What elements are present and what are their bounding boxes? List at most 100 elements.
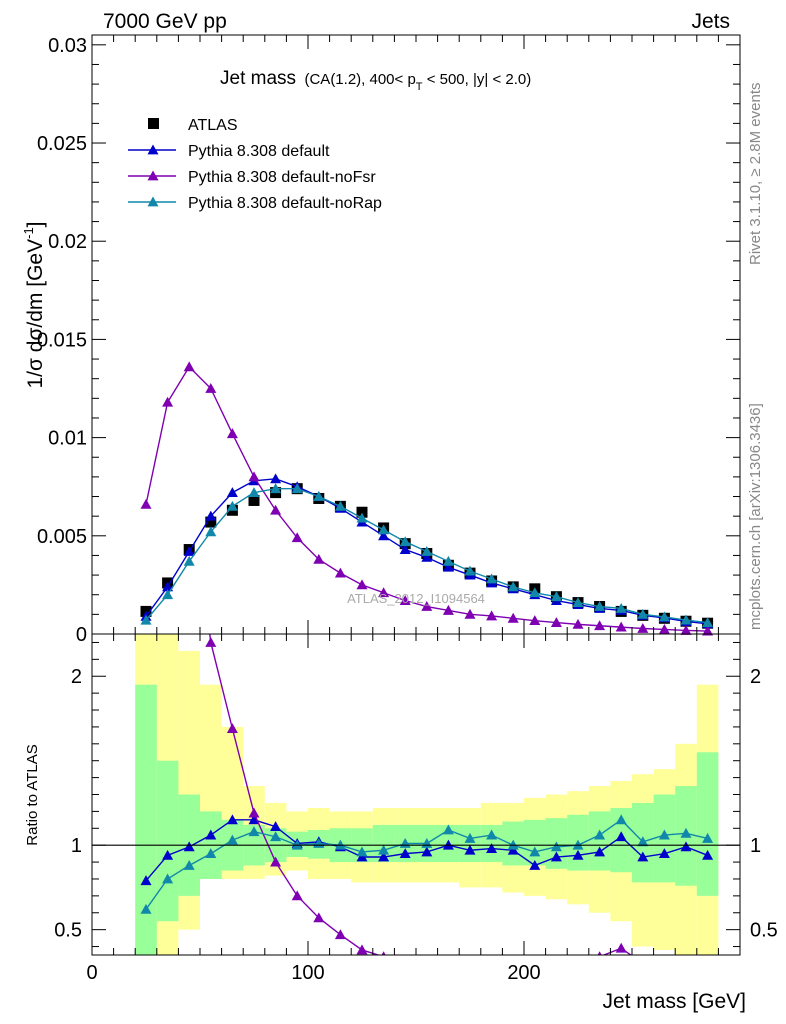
ratio-series-point <box>226 834 238 845</box>
ratio-series-point <box>529 859 541 870</box>
main-series-point <box>464 608 476 619</box>
ylabel-b: ] <box>24 221 47 227</box>
legend-marker <box>147 170 159 181</box>
main-series-point <box>594 620 606 631</box>
main-series-point <box>637 608 649 619</box>
ratio-series-point <box>594 846 606 857</box>
ratio-band-inner <box>459 824 481 863</box>
ratio-series-point <box>356 944 368 955</box>
ratio-series-point <box>550 851 562 862</box>
ratio-series-point <box>378 844 390 855</box>
legend-marker <box>147 144 159 155</box>
main-series-point <box>313 491 325 501</box>
ratio-series-point <box>205 829 217 840</box>
ratio-series-2 <box>140 814 714 914</box>
main-series-point <box>442 561 454 572</box>
main-series-point <box>615 621 627 632</box>
title-sub-sub: T <box>416 81 423 93</box>
ratio-series-point <box>378 851 390 862</box>
main-ytick-label-3: 0.015 <box>37 329 87 351</box>
main-series-point <box>291 532 303 543</box>
ratio-series-point <box>162 873 174 884</box>
main-series-point <box>421 601 433 611</box>
main-series-point <box>205 526 217 537</box>
main-series-point <box>550 591 562 602</box>
legend: ATLAS Pythia 8.308 default Pythia 8.308 de… <box>128 117 382 212</box>
ratio-series-point <box>248 826 260 837</box>
ratio-series-point <box>421 961 432 971</box>
legend-label: ATLAS <box>188 117 238 134</box>
ratio-series-point <box>464 844 476 855</box>
ratio-xtick-label-1: 100 <box>291 962 324 984</box>
main-series-point <box>464 565 476 576</box>
ratio-ytick-label-2: 2 <box>71 666 82 688</box>
main-series-point <box>183 546 195 556</box>
main-series-point <box>594 601 606 611</box>
ratio-band-inner <box>696 752 719 896</box>
main-ylabel: 1/σ dσ/dm [GeV-1] <box>21 221 47 388</box>
ratio-series-point <box>702 849 714 860</box>
ratio-series-point <box>615 814 627 825</box>
main-series-point <box>486 610 498 621</box>
ratio-xtick-label-0: 0 <box>86 962 97 984</box>
main-series-point <box>205 383 217 393</box>
ratio-series-point <box>400 958 411 968</box>
main-series-point <box>183 555 195 566</box>
legend-entry-2: Pythia 8.308 default-noFsr <box>128 169 376 186</box>
main-series-point <box>399 536 411 547</box>
main-series-point <box>226 428 238 439</box>
ratio-series-point <box>529 846 541 857</box>
ratio-band-inner <box>156 760 179 922</box>
ratio-series-point <box>659 960 670 970</box>
ratio-marks <box>140 248 714 971</box>
main-series-point <box>270 504 282 515</box>
legend-entry-3: Pythia 8.308 default-noRap <box>128 195 382 212</box>
legend-label: Pythia 8.308 default-noFsr <box>188 169 376 186</box>
ratio-bands <box>135 634 719 955</box>
title-sub-b: < 500, |y| < 2.0) <box>423 71 532 88</box>
ratio-series-point <box>183 841 195 852</box>
ratio-series-point <box>270 831 282 842</box>
ratio-series-point <box>681 961 692 971</box>
main-series-point <box>140 498 152 509</box>
ratio-series-point <box>399 848 411 859</box>
main-series-point <box>248 487 260 497</box>
main-series-point <box>550 617 562 628</box>
ratio-panel: 0.5 0.5 1 1 2 2 0 100 200 Ratio to ATLAS Jet mas… <box>24 248 778 1013</box>
main-series-point <box>421 551 433 562</box>
main-series-point <box>421 546 433 556</box>
mcplots-label: mcplots.cern.ch [arXiv:1306.3436] <box>747 403 764 630</box>
ratio-series-point <box>573 958 584 968</box>
main-series-point <box>507 612 519 623</box>
main-ytick-label-2: 0.01 <box>48 428 87 450</box>
main-series-point <box>378 530 390 541</box>
main-ytick-label-0: 0 <box>76 624 87 646</box>
ylabel-a: 1/σ dσ/dm [GeV <box>24 239 47 389</box>
title-sub-a: (CA(1.2), 400< p <box>304 71 415 88</box>
main-series-point <box>140 614 152 625</box>
main-ytick-label-4: 0.02 <box>48 231 87 253</box>
ratio-series-point <box>162 248 173 258</box>
ratio-ytick-label-0: 0.5 <box>54 920 82 942</box>
main-series-point <box>442 604 454 615</box>
ratio-series-point <box>248 814 260 825</box>
ratio-band-inner <box>135 684 157 955</box>
ylabel-sup: -1 <box>21 227 36 239</box>
ratio-series-point <box>356 851 368 862</box>
legend-marker <box>148 118 159 129</box>
ratio-series-point <box>183 859 195 870</box>
ratio-series-point <box>291 890 303 901</box>
legend-entry-0: ATLAS <box>148 117 238 134</box>
main-series-point <box>572 618 584 629</box>
main-series-point <box>356 579 368 590</box>
ratio-series-point <box>550 841 562 852</box>
main-series-point <box>702 625 714 636</box>
main-series-point <box>291 483 303 494</box>
legend-label: Pythia 8.308 default-noRap <box>188 195 382 212</box>
ratio-series-point <box>486 843 498 853</box>
legend-entry-1: Pythia 8.308 default <box>128 143 330 160</box>
ratio-series-point <box>356 846 368 857</box>
main-series-point <box>356 512 368 523</box>
ratio-series-point <box>615 942 627 953</box>
